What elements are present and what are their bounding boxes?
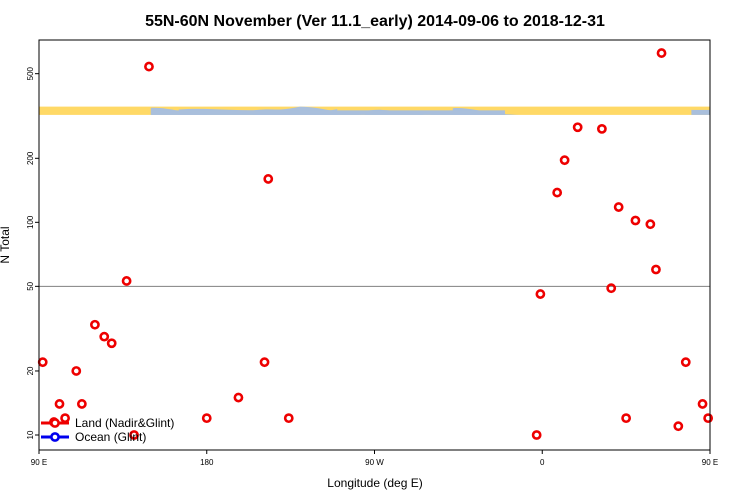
x-tick-label-0: 90 E [31,458,47,467]
point-0-32 [697,399,708,409]
point-0-28 [651,264,661,275]
x-axis-label: Longitude (deg E) [327,476,422,490]
point-0-23 [606,283,617,294]
chart-title: 55N-60N November (Ver 11.1_early) 2014-0… [145,13,605,30]
point-0-31 [680,357,691,368]
x-tick-label-2: 90 W [365,458,384,467]
point-0-19 [552,187,563,198]
point-0-12 [201,413,212,424]
map-strip [39,106,710,115]
plot-frame [38,39,711,451]
legend-label-1: Ocean (Glint) [75,430,146,444]
point-0-8 [106,338,117,349]
point-0-26 [630,215,641,226]
y-tick-label-3: 100 [26,215,35,229]
x-tick-label-4: 90 E [702,458,718,467]
point-0-2 [54,399,65,409]
point-0-29 [656,48,667,58]
x-tick-label-3: 0 [540,458,545,467]
point-0-17 [531,430,542,440]
legend-marker-1 [50,432,60,442]
point-0-15 [263,174,274,184]
point-0-5 [76,399,87,409]
y-tick-label-1: 20 [26,366,35,375]
y-tick-label-5: 500 [26,66,35,80]
point-0-13 [233,392,244,403]
legend-label-0: Land (Nadir&Glint) [75,416,174,430]
point-0-10 [129,430,139,440]
point-0-4 [71,366,82,376]
point-0-21 [572,122,583,133]
point-0-20 [559,155,570,166]
point-0-25 [621,413,632,424]
y-axis: 10 20 50 100 200 500 [26,66,39,439]
y-tick-label-2: 50 [26,281,35,290]
point-0-27 [645,219,656,230]
point-0-9 [121,276,132,286]
x-axis: 90 E 180 90 W 0 90 E [31,450,718,467]
point-0-22 [596,123,607,134]
point-0-18 [535,289,546,299]
y-axis-label: N Total [0,226,12,263]
point-0-7 [99,331,110,342]
point-0-24 [613,202,624,212]
point-0-0 [37,357,48,368]
y-tick-label-0: 10 [26,430,35,439]
point-0-14 [259,357,270,368]
legend: Land (Nadir&Glint)Ocean (Glint) [41,416,174,444]
point-0-16 [283,413,294,424]
point-0-30 [673,421,684,432]
legend-marker-0 [50,418,60,428]
point-0-6 [90,319,100,330]
point-0-33 [703,413,714,424]
x-tick-label-1: 180 [200,458,214,467]
y-tick-label-4: 200 [26,151,35,165]
map-strip-ocean-east [691,109,710,115]
point-0-3 [60,413,70,424]
point-0-11 [144,61,154,72]
map-strip-ocean-band [150,110,505,115]
